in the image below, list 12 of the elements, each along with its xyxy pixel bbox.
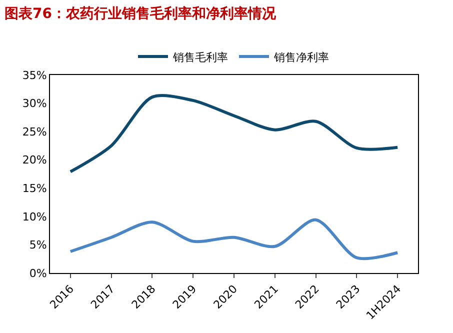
y-tick-label: 35% [22,68,47,82]
y-tick-label: 5% [29,238,47,252]
legend-label: 销售毛利率 [172,50,228,64]
legend-label: 销售净利率 [273,50,329,64]
y-tick-label: 15% [22,182,47,195]
chart-title: 图表76：农药行业销售毛利率和净利率情况 [4,5,278,22]
y-tick-label: 30% [22,97,47,110]
y-tick-label: 0% [29,266,47,280]
y-tick-label: 25% [22,125,47,138]
y-tick-label: 20% [22,154,47,167]
y-tick-label: 10% [22,210,47,224]
line-series [68,218,400,260]
